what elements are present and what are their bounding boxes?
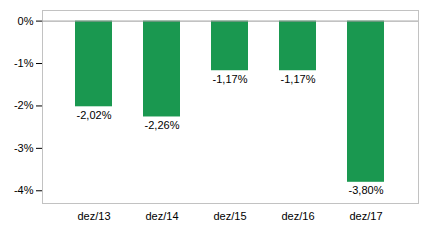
- svg-text:-2,26%: -2,26%: [145, 119, 180, 131]
- svg-text:dez/17: dez/17: [349, 210, 382, 222]
- svg-text:-1,17%: -1,17%: [281, 73, 316, 85]
- svg-text:-3,80%: -3,80%: [349, 184, 384, 196]
- svg-text:-4%: -4%: [14, 184, 34, 196]
- svg-text:-1%: -1%: [14, 57, 34, 69]
- svg-text:-1,17%: -1,17%: [213, 73, 248, 85]
- svg-text:dez/13: dez/13: [77, 210, 110, 222]
- svg-text:dez/14: dez/14: [145, 210, 178, 222]
- svg-text:0%: 0%: [18, 15, 34, 27]
- svg-text:-2%: -2%: [14, 99, 34, 111]
- svg-text:dez/16: dez/16: [281, 210, 314, 222]
- svg-text:-3%: -3%: [14, 142, 34, 154]
- svg-text:-2,02%: -2,02%: [77, 109, 112, 121]
- svg-text:dez/15: dez/15: [213, 210, 246, 222]
